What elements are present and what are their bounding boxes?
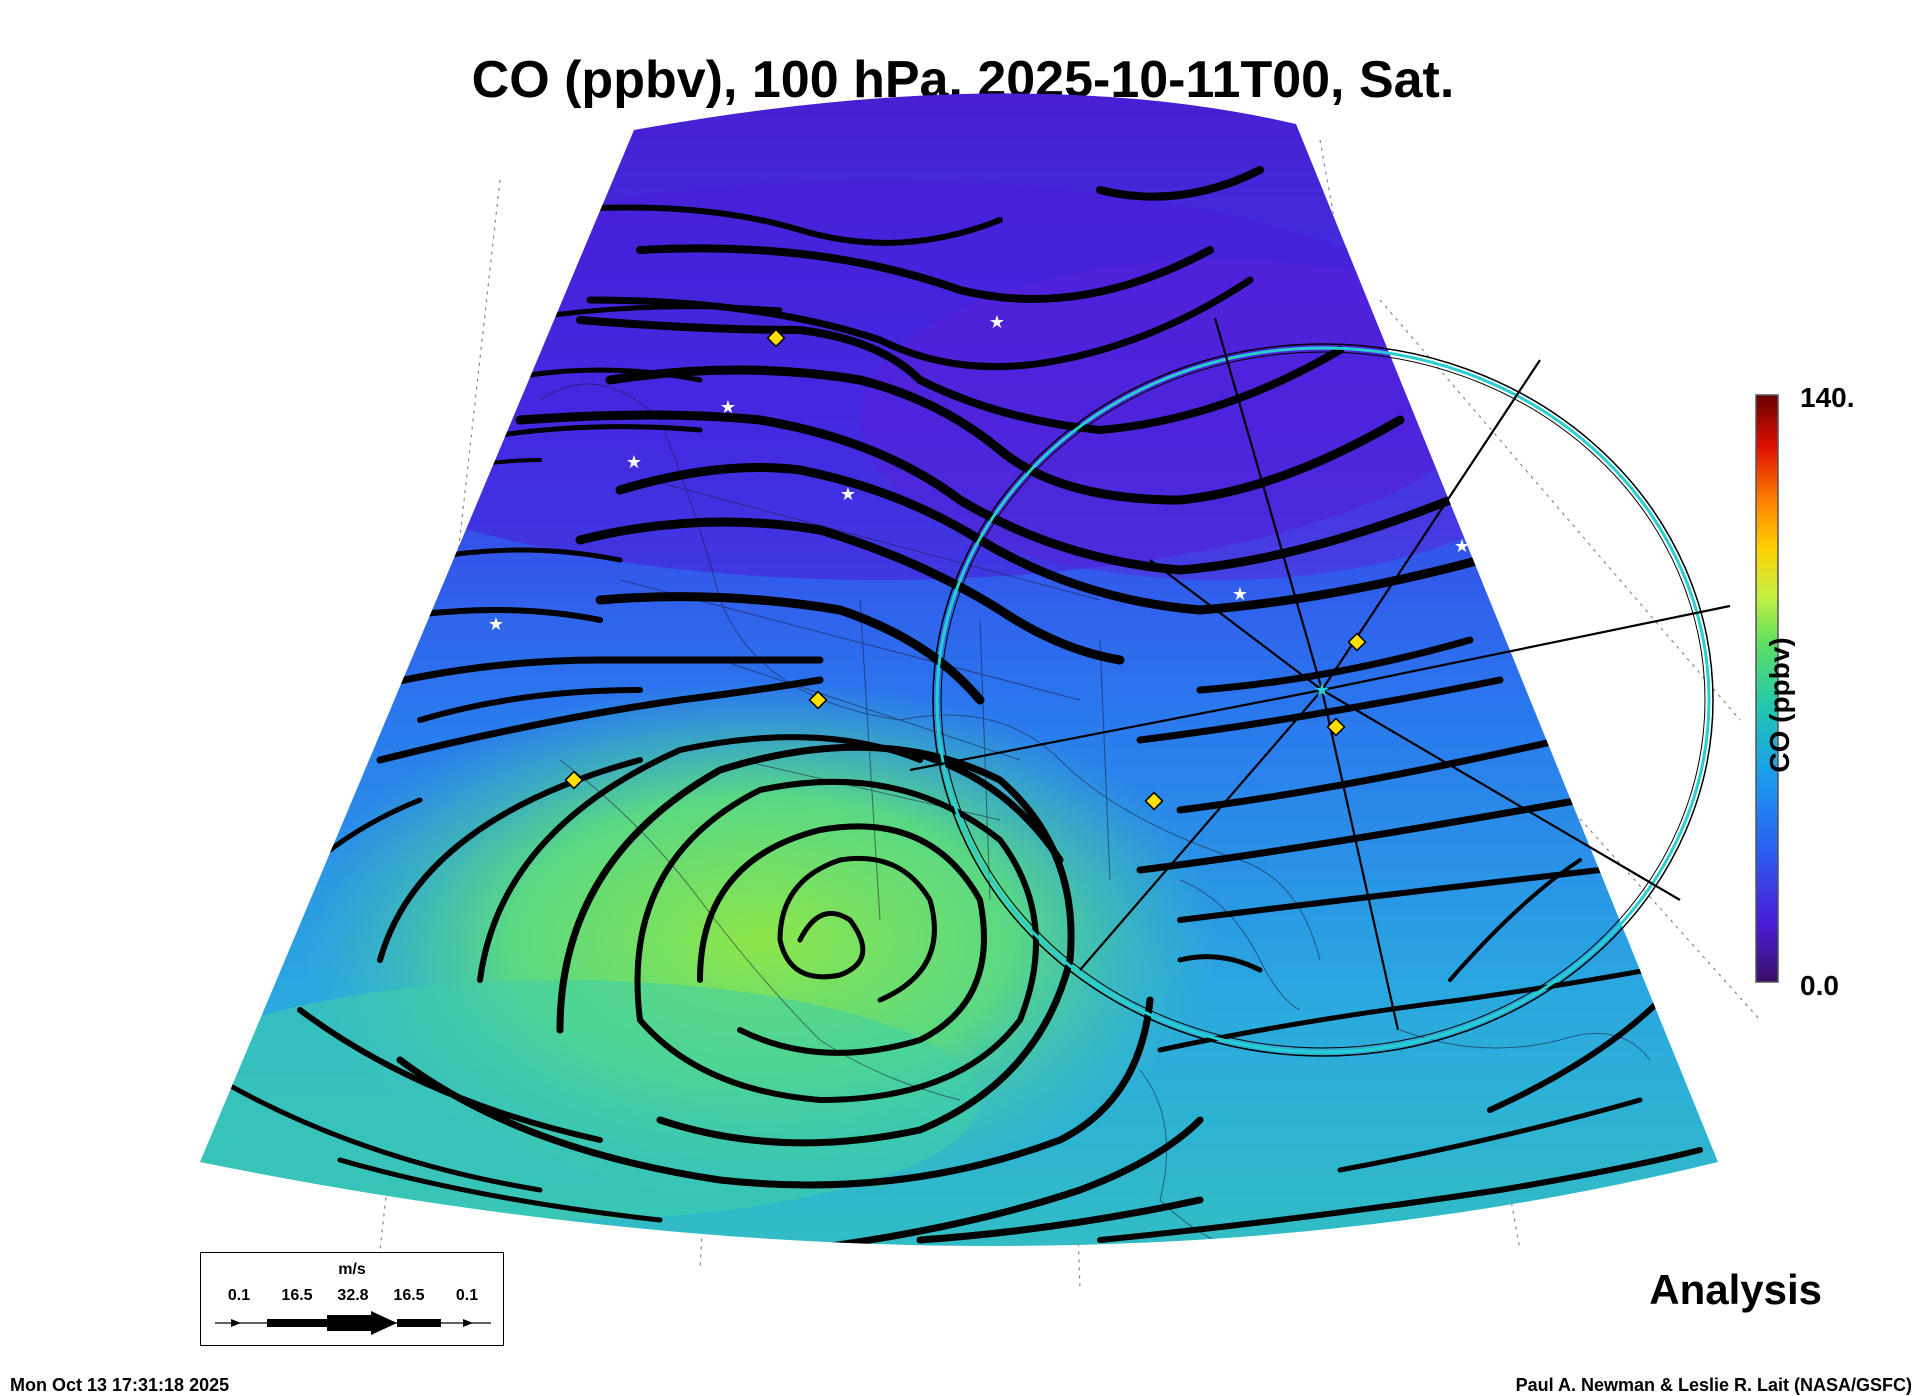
svg-text:★: ★ [840,484,856,505]
wind-scale-legend: m/s 0.1 16.5 32.8 16.5 0.1 [200,1252,504,1346]
wind-tick-3: 32.8 [337,1287,369,1304]
wind-streamlines [217,166,1703,1246]
wind-tick-1: 0.1 [227,1287,251,1304]
wind-unit-label: m/s [338,1261,366,1278]
station-markers: ★ ★ ★ ★ ★ ★ ★ ★ [488,312,1470,811]
svg-text:★: ★ [488,614,504,635]
svg-text:★: ★ [1232,584,1248,605]
svg-text:★: ★ [626,452,642,473]
svg-text:★: ★ [1454,536,1470,557]
wind-scale-arrow [215,1311,491,1335]
colorbar [1755,394,1779,983]
credit: Paul A. Newman & Leslie R. Lait (NASA/GS… [1515,1375,1912,1395]
colorbar-max-label: 140. [1800,382,1855,413]
co-field [200,93,1718,1246]
diamond-marker [564,328,1367,811]
timestamp: Mon Oct 13 17:31:18 2025 [10,1375,230,1395]
wind-tick-2: 16.5 [281,1287,313,1304]
colorbar-title: CO (ppbv) [1764,637,1795,773]
sight-lines [909,317,1731,1031]
range-ring [932,343,1714,1057]
svg-text:★: ★ [720,397,736,418]
star-marker: ★ ★ ★ ★ ★ ★ ★ ★ [488,312,1470,701]
svg-text:★: ★ [1314,680,1330,701]
colorbar-min-label: 0.0 [1800,970,1839,1001]
panel-label: Analysis [1649,1266,1822,1313]
wind-tick-5: 0.1 [455,1287,479,1304]
svg-text:★: ★ [989,312,1005,333]
wind-tick-4: 16.5 [393,1287,425,1304]
